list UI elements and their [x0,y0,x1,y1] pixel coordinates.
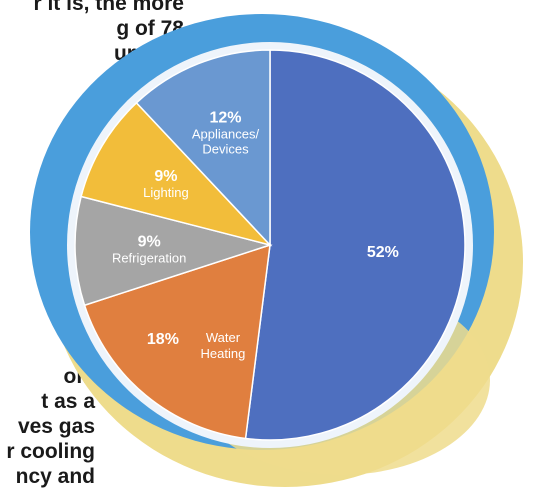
background-text-bottom-line: ves gas [17,415,95,438]
pie-slice-refrigeration [74,195,273,307]
slice-label-group: 52% [367,244,399,261]
slice-percent: 18% [147,331,179,348]
slice-label: Devices [202,142,249,157]
slice-label: Water [206,330,241,345]
pie-slice-water-heating [83,243,271,440]
background-text-bottom-line: r cooling [6,440,95,463]
slice-percent: 9% [138,233,161,250]
slice-percent: 12% [209,110,241,127]
slice-label-group: 9%Lighting [143,168,189,200]
pie-slices [74,49,466,441]
slice-percent: 9% [154,168,177,185]
pie-labels: 52%18% WaterHeating9%Refrigeration9%Light… [112,110,399,362]
slice-label: Refrigeration [112,250,186,265]
slice-label: Heating [201,346,246,361]
slice-label-group: 9%Refrigeration [112,233,186,265]
slice-label: Appliances/ [192,127,260,142]
slice-percent: 52% [367,244,399,261]
pie-slice-lighting [80,101,273,247]
background-text-bottom-line: t as a [41,390,95,413]
background-text-bottom-line: ncy and [15,465,95,488]
background-paragraph-bottom: om t as a ves gas r cooling ncy and [0,364,95,489]
slice-label: Lighting [143,185,189,200]
pie-slice-appliances-devices [135,49,271,247]
pie-slice-largest [244,49,466,441]
slice-label-group: 12%Appliances/Devices [192,110,260,157]
background-text-top-line: r it is, the more [33,0,184,15]
